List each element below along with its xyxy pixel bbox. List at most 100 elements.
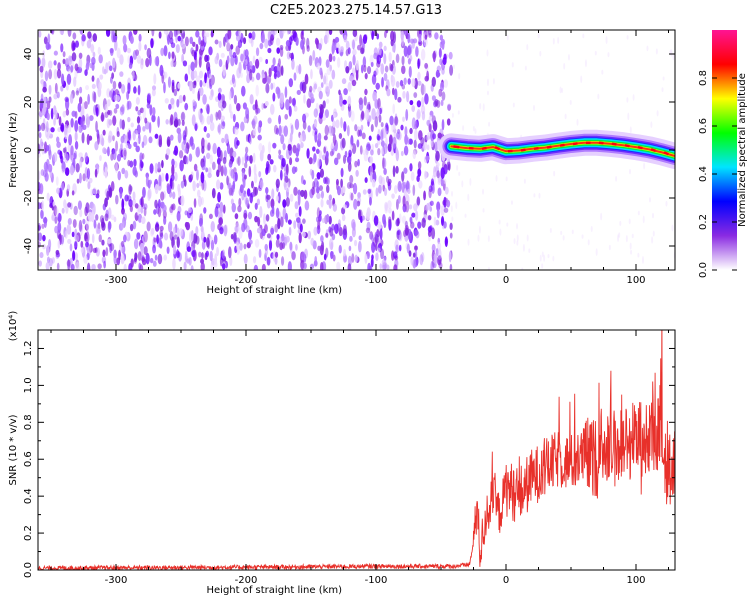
noise-blob: [53, 93, 58, 100]
noise-blob: [172, 150, 178, 156]
noise-blob: [364, 177, 368, 183]
noise-blob: [300, 189, 305, 198]
noise-blob: [344, 150, 348, 158]
noise-blob: [431, 243, 436, 253]
noise-blob: [443, 79, 449, 88]
noise-blob: [197, 195, 202, 208]
noise-blob: [164, 98, 169, 104]
noise-blob: [340, 167, 344, 178]
faint-noise: [670, 49, 673, 57]
noise-blob: [367, 188, 372, 194]
faint-noise: [619, 220, 622, 226]
noise-blob: [294, 212, 299, 218]
faint-noise: [642, 215, 645, 224]
noise-blob: [374, 233, 379, 245]
noise-blob: [194, 123, 198, 132]
noise-blob: [371, 254, 374, 260]
noise-blob: [320, 198, 324, 208]
noise-blob: [67, 202, 72, 208]
noise-blob: [120, 240, 125, 248]
noise-blob: [264, 38, 269, 49]
noise-blob: [313, 83, 317, 90]
noise-blob: [278, 124, 282, 137]
noise-blob: [354, 160, 358, 168]
noise-blob: [396, 230, 400, 240]
noise-blob: [91, 75, 95, 82]
noise-blob: [381, 76, 384, 88]
noise-blob: [251, 120, 256, 126]
noise-blob: [87, 211, 93, 222]
noise-blob: [367, 262, 371, 270]
noise-blob: [227, 182, 232, 188]
noise-blob: [424, 170, 427, 180]
noise-blob: [143, 246, 148, 256]
noise-blob: [38, 30, 42, 38]
noise-blob: [375, 252, 379, 261]
noise-blob: [100, 112, 105, 123]
noise-blob: [162, 210, 167, 219]
noise-blob: [328, 199, 332, 209]
noise-blob: [210, 221, 215, 233]
noise-blob: [188, 153, 193, 162]
noise-blob: [258, 120, 263, 127]
noise-blob: [71, 190, 75, 196]
noise-blob: [129, 205, 133, 213]
noise-blob: [198, 108, 202, 120]
noise-blob: [66, 223, 72, 235]
noise-blob: [406, 243, 410, 254]
noise-blob: [105, 247, 109, 257]
noise-blob: [318, 90, 323, 100]
noise-blob: [310, 237, 315, 246]
noise-blob: [228, 187, 233, 196]
noise-blob: [302, 231, 306, 238]
noise-blob: [78, 96, 83, 105]
noise-blob: [108, 119, 113, 126]
noise-blob: [188, 80, 193, 92]
noise-blob: [75, 261, 80, 270]
noise-blob: [443, 207, 449, 213]
noise-blob: [80, 117, 84, 128]
noise-blob: [151, 88, 156, 97]
noise-blob: [218, 59, 223, 68]
noise-blob: [156, 234, 159, 245]
noise-blob: [67, 238, 72, 244]
noise-blob: [56, 68, 62, 79]
noise-blob: [77, 200, 82, 210]
noise-blob: [443, 221, 447, 229]
noise-blob: [50, 127, 55, 133]
noise-blob: [222, 204, 226, 214]
noise-blob: [62, 110, 67, 118]
noise-blob: [41, 81, 44, 88]
noise-blob: [387, 143, 392, 153]
snr-y-tick-label: 0.0: [23, 562, 34, 578]
noise-blob: [137, 84, 141, 96]
noise-blob: [403, 77, 407, 86]
noise-blob: [300, 259, 305, 270]
noise-blob: [38, 181, 41, 192]
noise-blob: [371, 30, 374, 40]
noise-blob: [252, 127, 257, 136]
faint-noise: [628, 218, 631, 225]
noise-blob: [328, 79, 333, 89]
noise-blob: [332, 254, 336, 262]
noise-blob: [214, 253, 218, 266]
faint-noise: [451, 113, 454, 118]
noise-blob: [232, 171, 238, 183]
noise-blob: [145, 252, 150, 265]
noise-blob: [390, 75, 396, 87]
noise-blob: [171, 164, 175, 176]
noise-blob: [439, 81, 445, 92]
noise-blob: [287, 261, 292, 270]
noise-blob: [48, 69, 53, 80]
noise-blob: [48, 257, 53, 267]
faint-noise: [584, 59, 587, 68]
colorbar-tick-label: 0.0: [698, 262, 709, 278]
noise-blob: [285, 44, 290, 52]
snr-y-multiplier: (x10⁴): [8, 311, 19, 342]
noise-blob: [120, 135, 125, 144]
noise-blob: [166, 246, 170, 254]
noise-blob: [105, 30, 111, 38]
noise-blob: [354, 254, 358, 263]
noise-blob: [65, 83, 69, 91]
